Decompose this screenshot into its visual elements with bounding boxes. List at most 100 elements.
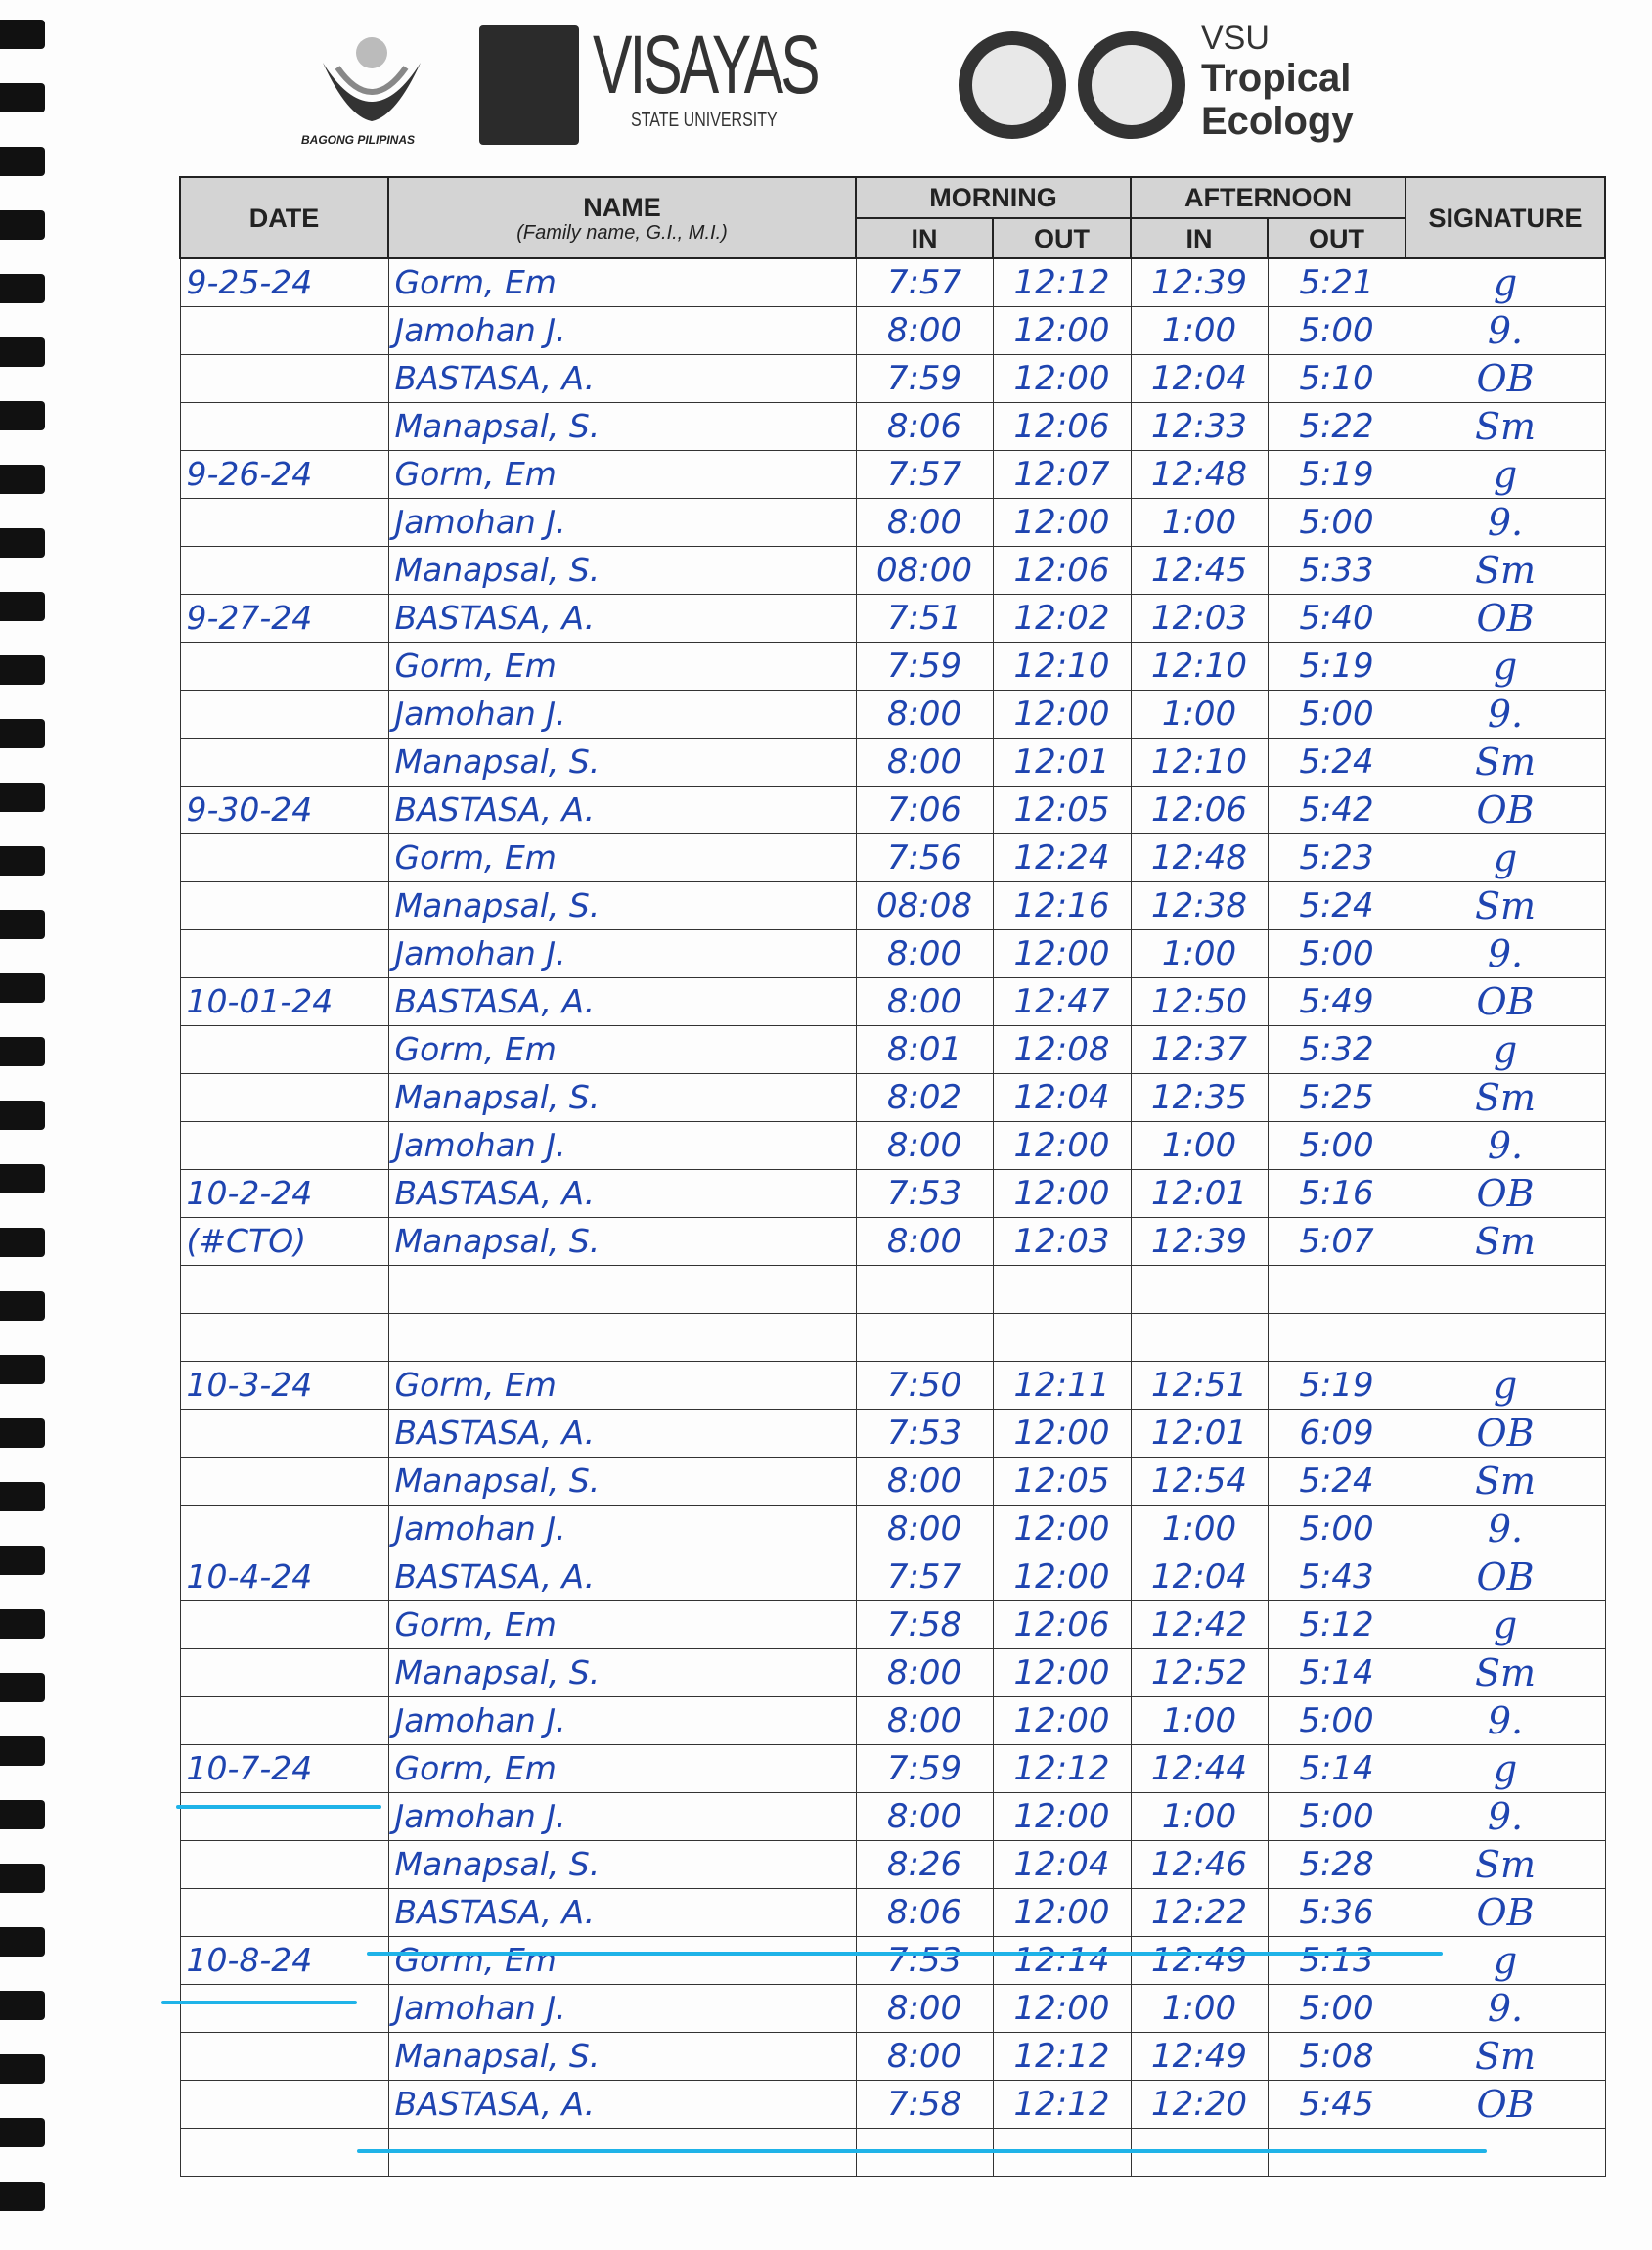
table-row: Gorm, Em 8:01 12:08 12:37 5:32 g [179,1025,1606,1074]
morning-in-cell: 8:00 [855,306,994,355]
morning-in-cell: 8:02 [855,1073,994,1122]
morning-out-cell: 12:00 [992,1984,1132,2033]
afternoon-in-cell: 1:00 [1130,929,1269,978]
name-cell: Gorm, Em [387,1600,857,1649]
signature-cell: 9. [1405,1984,1606,2033]
afternoon-in-cell: 12:46 [1130,1840,1269,1889]
name-cell [387,1265,857,1314]
spiral-ring [0,210,45,240]
spiral-ring [0,401,45,430]
morning-in-cell: 8:00 [855,929,994,978]
spiral-ring [0,1101,45,1130]
morning-in-cell: 08:08 [855,881,994,930]
spiral-ring [0,1228,45,1257]
table-row: Manapsal, S. 8:00 12:00 12:52 5:14 Sm [179,1648,1606,1697]
morning-out-cell: 12:12 [992,1744,1132,1793]
afternoon-in-cell: 12:37 [1130,1025,1269,1074]
signature-cell: OB [1405,977,1606,1026]
date-cell: 10-4-24 [179,1552,389,1601]
afternoon-out-cell: 5:08 [1267,2032,1406,2081]
spiral-ring [0,1800,45,1829]
morning-in-cell: 8:06 [855,402,994,451]
signature-cell: OB [1405,2080,1606,2129]
signature-cell: Sm [1405,1840,1606,1889]
spiral-ring [0,1991,45,2020]
afternoon-in-cell: 12:45 [1130,546,1269,595]
spiral-ring [0,2182,45,2211]
name-cell: Jamohan J. [387,498,857,547]
afternoon-out-cell [1267,1265,1406,1314]
date-cell [179,738,389,787]
table-row: 10-2-24 BASTASA, A. 7:53 12:00 12:01 5:16 OB [179,1169,1606,1218]
table-row: BASTASA, A. 7:53 12:00 12:01 6:09 OB [179,1409,1606,1458]
table-row: Manapsal, S. 8:26 12:04 12:46 5:28 Sm [179,1840,1606,1889]
afternoon-out-cell: 5:45 [1267,2080,1406,2129]
afternoon-out-cell: 5:25 [1267,1073,1406,1122]
date-cell [179,1888,389,1937]
morning-out-cell: 12:14 [992,1936,1132,1985]
morning-in-cell: 8:00 [855,1792,994,1841]
signature-cell: 9. [1405,929,1606,978]
name-cell: Gorm, Em [387,833,857,882]
afternoon-out-cell: 5:00 [1267,306,1406,355]
table-row: (#CTO) Manapsal, S. 8:00 12:03 12:39 5:07 Sm [179,1217,1606,1266]
name-cell: BASTASA, A. [387,1409,857,1458]
date-cell: 10-2-24 [179,1169,389,1218]
col-signature: SIGNATURE [1405,176,1606,259]
date-cell [179,546,389,595]
table-row: 10-8-24 Gorm, Em 7:53 12:14 12:49 5:13 g [179,1936,1606,1985]
afternoon-in-cell: 12:04 [1130,1552,1269,1601]
afternoon-out-cell: 5:24 [1267,1457,1406,1506]
table-row: Manapsal, S. 8:00 12:01 12:10 5:24 Sm [179,738,1606,787]
morning-out-cell: 12:00 [992,498,1132,547]
signature-cell: 9. [1405,690,1606,739]
morning-in-cell: 8:00 [855,2032,994,2081]
table-row: Jamohan J. 8:00 12:00 1:00 5:00 9. [179,498,1606,547]
date-cell [179,2080,389,2129]
table-row [179,1265,1606,1314]
col-morning-in: IN [855,217,994,259]
morning-out-cell: 12:04 [992,1073,1132,1122]
morning-out-cell: 12:00 [992,1505,1132,1553]
afternoon-in-cell: 12:51 [1130,1361,1269,1410]
morning-out-cell: 12:01 [992,738,1132,787]
date-cell [179,498,389,547]
date-cell [179,402,389,451]
morning-out-cell: 12:00 [992,1169,1132,1218]
signature-cell: OB [1405,1888,1606,1937]
morning-out-cell: 12:00 [992,1409,1132,1458]
morning-out-cell: 12:00 [992,929,1132,978]
morning-out-cell [992,1313,1132,1362]
signature-cell: 9. [1405,1505,1606,1553]
morning-in-cell: 8:00 [855,1505,994,1553]
date-cell [179,1648,389,1697]
afternoon-in-cell: 12:44 [1130,1744,1269,1793]
name-cell: Gorm, Em [387,1025,857,1074]
afternoon-out-cell: 5:19 [1267,1361,1406,1410]
morning-in-cell: 7:50 [855,1361,994,1410]
date-cell [179,1600,389,1649]
spiral-ring [0,1546,45,1575]
morning-in-cell: 8:00 [855,1648,994,1697]
attendance-table: DATE NAME (Family name, G.I., M.I.) MORNI… [179,176,1606,2177]
signature-cell: g [1405,1936,1606,1985]
signature-cell [1405,1265,1606,1314]
afternoon-in-cell: 1:00 [1130,1792,1269,1841]
afternoon-out-cell: 5:12 [1267,1600,1406,1649]
date-cell [179,1025,389,1074]
col-afternoon-out: OUT [1267,217,1406,259]
name-cell: Manapsal, S. [387,1073,857,1122]
afternoon-out-cell: 5:49 [1267,977,1406,1026]
date-cell: 10-3-24 [179,1361,389,1410]
date-cell [179,929,389,978]
morning-in-cell: 8:00 [855,1121,994,1170]
signature-cell: g [1405,450,1606,499]
morning-out-cell: 12:12 [992,2080,1132,2129]
date-cell [179,1409,389,1458]
spiral-ring [0,1609,45,1639]
signature-cell: 9. [1405,1121,1606,1170]
name-cell: Jamohan J. [387,929,857,978]
name-cell: Manapsal, S. [387,1648,857,1697]
signature-cell: Sm [1405,1073,1606,1122]
spiral-ring [0,1355,45,1384]
